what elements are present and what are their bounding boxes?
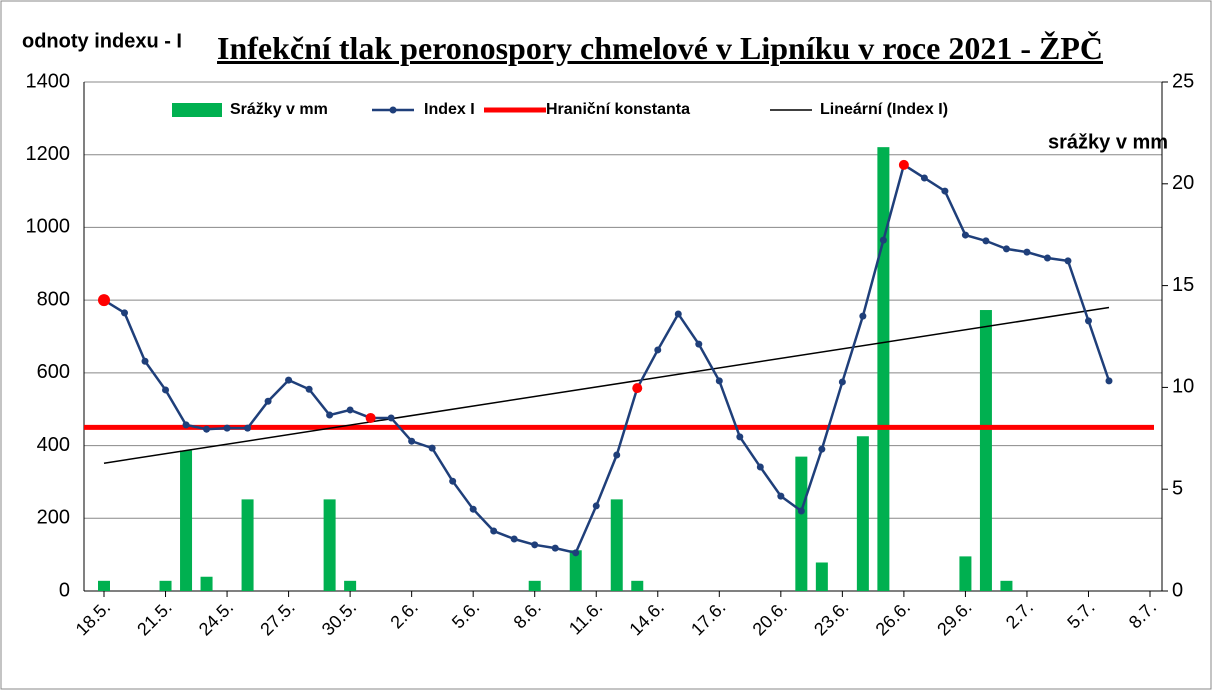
y-axis-title: odnoty indexu - I	[22, 30, 182, 52]
line-marker	[223, 424, 231, 432]
y-tick-label: 400	[37, 434, 70, 456]
bar	[241, 499, 254, 591]
y-tick-label: 1200	[26, 143, 71, 165]
line-marker	[285, 376, 293, 384]
y-tick-label: 800	[37, 288, 70, 310]
line-marker	[1043, 254, 1051, 262]
bar	[159, 580, 172, 591]
bar	[323, 499, 336, 591]
line-marker	[346, 406, 354, 414]
line-marker	[674, 310, 682, 318]
line-marker	[305, 385, 313, 393]
line-marker	[1023, 248, 1031, 256]
line-marker	[1064, 257, 1072, 265]
bar	[98, 580, 110, 591]
chart-title: Infekční tlak peronospory chmelové v Lip…	[217, 30, 1103, 66]
bar	[528, 580, 541, 591]
y-tick-label: 600	[37, 361, 70, 383]
line-marker	[428, 444, 436, 452]
legend-swatch	[389, 106, 397, 114]
line-marker	[365, 412, 376, 423]
line-marker	[551, 544, 559, 552]
line-marker	[715, 377, 723, 385]
line-marker	[838, 378, 846, 386]
legend-swatch	[172, 103, 222, 117]
legend-label: Index I	[424, 101, 475, 118]
line-marker	[592, 502, 600, 510]
bar	[877, 147, 890, 592]
y-tick-label: 200	[37, 507, 70, 529]
line-marker	[1105, 377, 1113, 385]
line-marker	[510, 535, 518, 543]
line-marker	[632, 383, 643, 394]
bar	[795, 456, 808, 591]
line-marker	[141, 357, 149, 365]
line-marker	[818, 445, 826, 453]
y2-tick-label: 15	[1172, 274, 1194, 296]
line-marker	[98, 294, 110, 307]
line-marker	[572, 549, 580, 557]
y2-axis-title: srážky v mm	[1048, 131, 1168, 153]
line-marker	[1002, 245, 1010, 253]
bar	[180, 450, 193, 591]
line-marker	[203, 425, 211, 433]
line-marker	[490, 527, 498, 535]
bar	[631, 580, 644, 591]
y-tick-label: 1400	[26, 70, 71, 92]
line-marker	[941, 187, 949, 195]
bar	[344, 580, 357, 591]
line-marker	[756, 463, 764, 471]
y2-tick-label: 0	[1172, 579, 1183, 601]
line-marker	[736, 433, 744, 441]
bar	[815, 562, 828, 591]
line-marker	[777, 492, 785, 500]
line-marker	[387, 414, 395, 422]
y2-tick-label: 25	[1172, 70, 1194, 92]
y2-tick-label: 10	[1172, 376, 1194, 398]
bar	[1000, 580, 1013, 591]
y-tick-label: 1000	[26, 216, 71, 238]
line-marker	[879, 236, 887, 244]
line-marker	[449, 477, 457, 485]
line-marker	[654, 346, 662, 354]
y-tick-label: 0	[59, 579, 70, 601]
line-marker	[797, 507, 805, 515]
bar	[610, 499, 623, 591]
line-marker	[182, 421, 190, 429]
line-marker	[1084, 317, 1092, 325]
line-marker	[531, 541, 539, 549]
y2-tick-label: 20	[1172, 172, 1194, 194]
line-marker	[982, 237, 990, 245]
line-marker	[898, 159, 909, 170]
line-marker	[469, 505, 477, 513]
line-marker	[162, 386, 170, 394]
line-marker	[961, 231, 969, 239]
trend-line	[103, 306, 1110, 464]
line-marker	[920, 174, 928, 182]
line-marker	[121, 309, 129, 317]
bar	[569, 550, 582, 591]
line-marker	[859, 312, 867, 320]
line-marker	[326, 411, 334, 419]
legend-label: Hraniční konstanta	[546, 101, 690, 118]
legend-label: Lineární (Index I)	[820, 101, 948, 118]
bar	[979, 310, 992, 591]
bar	[959, 556, 972, 591]
bar	[856, 436, 869, 591]
legend-label: Srážky v mm	[230, 101, 328, 118]
y2-tick-label: 5	[1172, 477, 1183, 499]
line	[103, 162, 1111, 555]
line-marker	[244, 424, 252, 432]
line-marker	[408, 437, 416, 445]
bar	[200, 576, 213, 591]
line-marker	[613, 451, 621, 459]
line-marker	[695, 340, 703, 348]
line-marker	[264, 397, 272, 405]
